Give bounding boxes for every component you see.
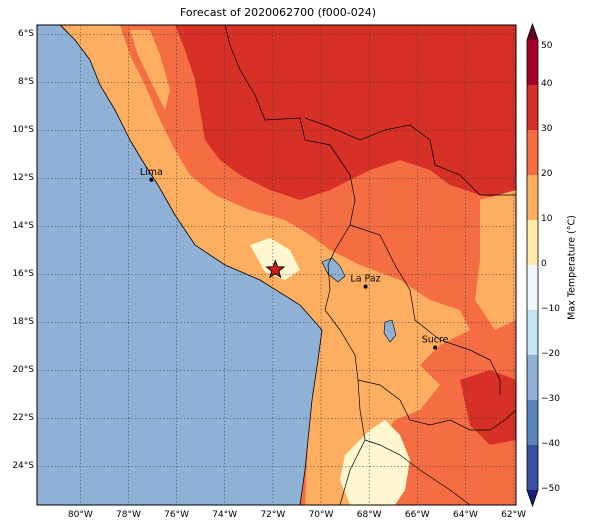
zone-above-30-south <box>460 370 516 445</box>
lon-tick-label: 78°W <box>116 510 141 520</box>
city-dot <box>149 177 154 182</box>
lat-tick-label: 24°S <box>12 460 34 471</box>
lon-tick-label: 62°W <box>501 510 526 520</box>
city-dot <box>363 284 368 289</box>
lat-tick-label: 14°S <box>12 220 34 231</box>
lon-tick-label: 72°W <box>260 510 286 520</box>
colorbar-segment <box>527 265 538 311</box>
colorbar-tick-label: 50 <box>541 41 553 51</box>
lat-tick-label: 22°S <box>12 412 34 423</box>
city-label: La Paz <box>350 274 380 285</box>
lat-tick-label: 10°S <box>12 124 34 135</box>
colorbar-tick-label: 10 <box>541 214 553 224</box>
colorbar-tick-label: −30 <box>541 394 560 404</box>
lon-tick-label: 76°W <box>164 510 190 520</box>
colorbar-segment <box>527 85 538 131</box>
map-frame <box>36 24 517 506</box>
lat-tick-label: 8°S <box>18 76 34 87</box>
coastline <box>59 25 323 505</box>
colorbar-segment <box>527 355 538 401</box>
zone-10-20-east <box>475 190 516 330</box>
zone-0-10-altiplano <box>250 238 300 280</box>
zone-10-20-north <box>130 30 170 110</box>
colorbar <box>526 22 539 508</box>
colorbar-extend-min <box>527 490 538 506</box>
city-label: Lima <box>140 167 163 178</box>
colorbar-tick-label: 20 <box>541 169 553 179</box>
country-borders <box>224 25 516 505</box>
colorbar-title: Max Temperature (°C) <box>566 215 578 320</box>
lake-titicaca <box>321 257 346 283</box>
colorbar-tick-label: −10 <box>541 304 560 314</box>
colorbar-tick-label: 0 <box>541 259 547 269</box>
gridlines <box>37 25 516 505</box>
star-marker[interactable] <box>265 259 286 279</box>
colorbar-segment <box>527 310 538 356</box>
lat-tick-label: 20°S <box>12 364 34 375</box>
zone-above-30 <box>175 25 516 200</box>
lat-tick-label: 12°S <box>12 172 34 183</box>
city-markers: Lima La Paz Sucre <box>140 167 449 350</box>
colorbar-segment <box>527 445 538 491</box>
page-title: Forecast of 2020062700 (f000-024) <box>179 6 377 19</box>
colorbar-frame <box>526 22 539 508</box>
colorbar-segment <box>527 220 538 266</box>
city-dot <box>433 345 438 350</box>
lat-tick-label: 16°S <box>12 268 34 279</box>
colorbar-segment <box>527 130 538 176</box>
colorbar-tick-label: −40 <box>541 439 560 449</box>
lon-tick-label: 68°W <box>356 510 382 520</box>
lon-tick-label: 80°W <box>67 510 93 520</box>
lat-tick-label: 6°S <box>18 28 34 39</box>
lon-tick-label: 66°W <box>404 510 430 520</box>
colorbar-tick-label: −50 <box>541 484 560 494</box>
colorbar-extend-max <box>527 24 538 40</box>
colorbar-tick-label: 40 <box>541 79 553 89</box>
lon-tick-label: 74°W <box>212 510 238 520</box>
lake-poopo <box>383 319 397 343</box>
lon-tick-label: 64°W <box>453 510 478 520</box>
lon-tick-label: 70°W <box>308 510 334 520</box>
colorbar-segment <box>527 175 538 221</box>
colorbar-tick-label: −20 <box>541 349 560 359</box>
colorbar-segment <box>527 40 538 86</box>
city-label: Sucre <box>422 335 449 346</box>
zone-0-10-south <box>340 420 410 505</box>
lat-tick-label: 18°S <box>12 316 34 327</box>
colorbar-segment <box>527 400 538 446</box>
colorbar-tick-label: 30 <box>541 124 553 134</box>
